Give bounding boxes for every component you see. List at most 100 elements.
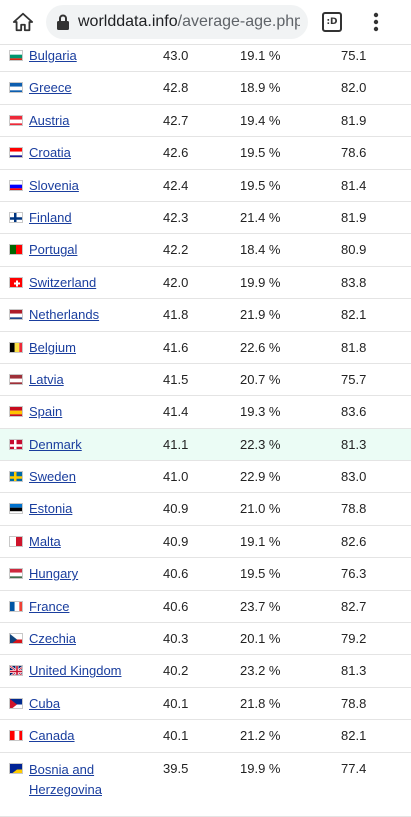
average-age-cell: 42.2 (163, 242, 189, 258)
life-expectancy-cell: 78.8 (341, 501, 367, 517)
average-age-cell: 41.0 (163, 469, 189, 485)
flag-icon (9, 114, 23, 126)
percentage-cell: 23.7 % (240, 598, 281, 614)
table-row: United Kingdom 40.2 23.2 % 81.3 (0, 655, 411, 688)
home-icon (12, 12, 34, 32)
average-age-cell: 40.6 (163, 598, 189, 614)
country-link[interactable]: Latvia (29, 371, 64, 387)
country-link[interactable]: France (29, 598, 70, 614)
table-row: Hungary 40.6 19.5 % 76.3 (0, 558, 411, 591)
life-expectancy-cell: 82.6 (341, 533, 367, 549)
country-link[interactable]: Czechia (29, 631, 76, 647)
percentage-cell: 21.9 % (240, 307, 281, 323)
overflow-menu-button[interactable] (356, 0, 396, 45)
percentage-cell: 19.5 % (240, 566, 281, 582)
percentage-cell: 22.6 % (240, 339, 281, 355)
table-row: Canada 40.1 21.2 % 82.1 (0, 720, 411, 753)
average-age-cell: 42.7 (163, 112, 189, 128)
average-age-cell: 40.1 (163, 728, 189, 744)
life-expectancy-cell: 80.9 (341, 242, 367, 258)
table-row: Netherlands 41.8 21.9 % 82.1 (0, 299, 411, 332)
average-age-cell: 42.4 (163, 177, 189, 193)
percentage-cell: 22.9 % (240, 469, 281, 485)
country-link[interactable]: Croatia (29, 145, 71, 161)
average-age-cell: 40.9 (163, 533, 189, 549)
percentage-cell: 21.4 % (240, 209, 281, 225)
country-link[interactable]: Netherlands (29, 307, 100, 323)
table-row: Sweden 41.0 22.9 % 83.0 (0, 461, 411, 494)
country-link[interactable]: Austria (29, 112, 70, 128)
average-age-cell: 43.0 (163, 48, 189, 63)
percentage-cell: 19.1 % (240, 533, 281, 549)
table-row: Spain 41.4 19.3 % 83.6 (0, 396, 411, 429)
country-link[interactable]: Slovenia (29, 177, 79, 193)
url-path: /average-age.php (177, 13, 300, 30)
home-button[interactable] (0, 0, 46, 45)
table-row: Croatia 42.6 19.5 % 78.6 (0, 137, 411, 170)
table-row: Bulgaria 43.0 19.1 % 75.1 (0, 40, 411, 73)
average-age-cell: 42.0 (163, 274, 189, 290)
table-row: Slovenia 42.4 19.5 % 81.4 (0, 170, 411, 202)
average-age-cell: 40.6 (163, 566, 189, 582)
country-link[interactable]: Cuba (29, 695, 61, 711)
average-age-cell: 42.3 (163, 209, 189, 225)
country-link[interactable]: Hungary (29, 566, 79, 582)
life-expectancy-cell: 82.0 (341, 80, 367, 96)
country-link[interactable]: Bulgaria (29, 48, 77, 63)
country-link[interactable]: Belgium (29, 339, 76, 355)
percentage-cell: 19.9 % (240, 760, 281, 776)
country-link[interactable]: Malta (29, 533, 61, 549)
country-link[interactable]: Denmark (29, 436, 82, 452)
country-link[interactable]: Spain (29, 404, 63, 420)
url-host: worlddata.info (78, 13, 178, 30)
table-row: Switzerland 42.0 19.9 % 83.8 (0, 267, 411, 300)
life-expectancy-cell: 81.4 (341, 177, 367, 193)
life-expectancy-cell: 75.7 (341, 371, 367, 387)
country-link[interactable]: Finland (29, 209, 72, 225)
percentage-cell: 19.5 % (240, 145, 281, 161)
average-age-cell: 40.1 (163, 695, 189, 711)
country-link[interactable]: Greece (29, 80, 72, 96)
percentage-cell: 19.5 % (240, 177, 281, 193)
life-expectancy-cell: 77.4 (341, 760, 367, 776)
table-row: France 40.6 23.7 % 82.7 (0, 591, 411, 624)
flag-icon (9, 373, 23, 385)
average-age-cell: 42.8 (163, 80, 189, 96)
table-row: Portugal 42.2 18.4 % 80.9 (0, 234, 411, 267)
country-link[interactable]: Estonia (29, 501, 73, 517)
country-link[interactable]: Switzerland (29, 274, 97, 290)
address-bar[interactable]: worlddata.info/average-age.php (46, 5, 308, 39)
life-expectancy-cell: 81.9 (341, 209, 367, 225)
tabs-icon: :D (322, 12, 342, 32)
percentage-cell: 19.3 % (240, 404, 281, 420)
percentage-cell: 20.7 % (240, 371, 281, 387)
life-expectancy-cell: 82.1 (341, 728, 367, 744)
flag-icon (9, 309, 23, 321)
average-age-cell: 42.6 (163, 145, 189, 161)
lock-icon (57, 14, 69, 30)
more-vertical-icon (373, 12, 379, 32)
flag-icon (9, 341, 23, 353)
url-text: worlddata.info/average-age.php (78, 13, 300, 31)
average-age-cell: 39.5 (163, 760, 189, 776)
flag-icon (9, 438, 23, 450)
life-expectancy-cell: 81.3 (341, 436, 367, 452)
tabs-button[interactable]: :D (308, 0, 356, 45)
country-link[interactable]: Canada (29, 728, 75, 744)
life-expectancy-cell: 83.8 (341, 274, 367, 290)
country-link[interactable]: United Kingdom (29, 663, 122, 679)
flag-icon (9, 244, 23, 256)
life-expectancy-cell: 75.1 (341, 48, 367, 63)
percentage-cell: 21.8 % (240, 695, 281, 711)
flag-icon (9, 179, 23, 191)
flag-icon (9, 503, 23, 515)
flag-icon (9, 276, 23, 288)
table-row: Denmark 41.1 22.3 % 81.3 (0, 428, 411, 462)
country-link[interactable]: Portugal (29, 242, 78, 258)
life-expectancy-cell: 82.7 (341, 598, 367, 614)
country-link[interactable]: Bosnia and Herzegovina (29, 761, 102, 797)
percentage-cell: 22.3 % (240, 436, 281, 452)
percentage-cell: 21.0 % (240, 501, 281, 517)
life-expectancy-cell: 82.1 (341, 307, 367, 323)
country-link[interactable]: Sweden (29, 469, 76, 485)
